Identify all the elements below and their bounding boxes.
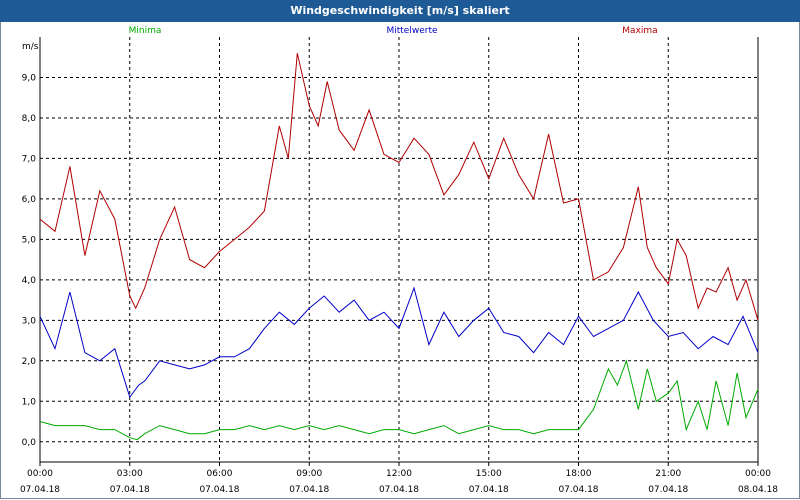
x-tick-date: 07.04.18 xyxy=(558,485,598,495)
legend: Minima Mittelwerte Maxima xyxy=(129,26,658,36)
y-axis-label: m/s xyxy=(22,42,39,52)
y-tick-labels: 0,0 1,0 2,0 3,0 4,0 5,0 6,0 7,0 8,0 9,0 xyxy=(22,73,37,447)
y-tick-label: 9,0 xyxy=(22,73,37,83)
x-tick-time: 00:00 xyxy=(27,469,53,479)
x-tick-date: 07.04.18 xyxy=(199,485,239,495)
x-tick-date: 08.04.18 xyxy=(738,485,778,495)
series-lines xyxy=(39,53,759,441)
series-line-mittelwerte xyxy=(39,286,759,399)
y-tick-label: 4,0 xyxy=(22,276,37,286)
y-tick-label: 0,0 xyxy=(22,438,37,448)
x-tick-date: 07.04.18 xyxy=(379,485,419,495)
y-tick-label: 5,0 xyxy=(22,235,37,245)
y-tick-label: 1,0 xyxy=(22,397,37,407)
x-tick-time: 00:00 xyxy=(745,469,771,479)
y-tick-label: 3,0 xyxy=(22,316,37,326)
y-tick-label: 6,0 xyxy=(22,195,37,205)
y-tick-label: 2,0 xyxy=(22,357,37,367)
x-tick-time: 21:00 xyxy=(655,469,681,479)
x-tick-time: 03:00 xyxy=(117,469,143,479)
x-tick-time: 12:00 xyxy=(386,469,412,479)
grid xyxy=(40,37,758,462)
series-line-minima xyxy=(39,359,759,441)
x-tick-date: 07.04.18 xyxy=(110,485,150,495)
y-tick-label: 8,0 xyxy=(22,114,37,124)
x-tick-date: 07.04.18 xyxy=(289,485,329,495)
y-tick-label: 7,0 xyxy=(22,154,37,164)
x-tick-time: 06:00 xyxy=(207,469,233,479)
chart-title: Windgeschwindigkeit [m/s] skaliert xyxy=(0,0,800,22)
x-tick-labels: 00:00 07.04.18 03:00 07.04.18 06:00 07.04.18 0… xyxy=(20,469,778,495)
x-tick-time: 09:00 xyxy=(296,469,322,479)
x-tick-date: 07.04.18 xyxy=(469,485,509,495)
legend-item-minima: Minima xyxy=(129,26,162,36)
legend-item-mittelwerte: Mittelwerte xyxy=(386,26,437,36)
x-tick-date: 07.04.18 xyxy=(648,485,688,495)
x-tick-date: 07.04.18 xyxy=(20,485,60,495)
legend-item-maxima: Maxima xyxy=(622,26,657,36)
x-tick-time: 15:00 xyxy=(476,469,502,479)
x-tick-time: 18:00 xyxy=(566,469,592,479)
axes xyxy=(39,37,759,466)
series-line-maxima xyxy=(39,53,759,321)
